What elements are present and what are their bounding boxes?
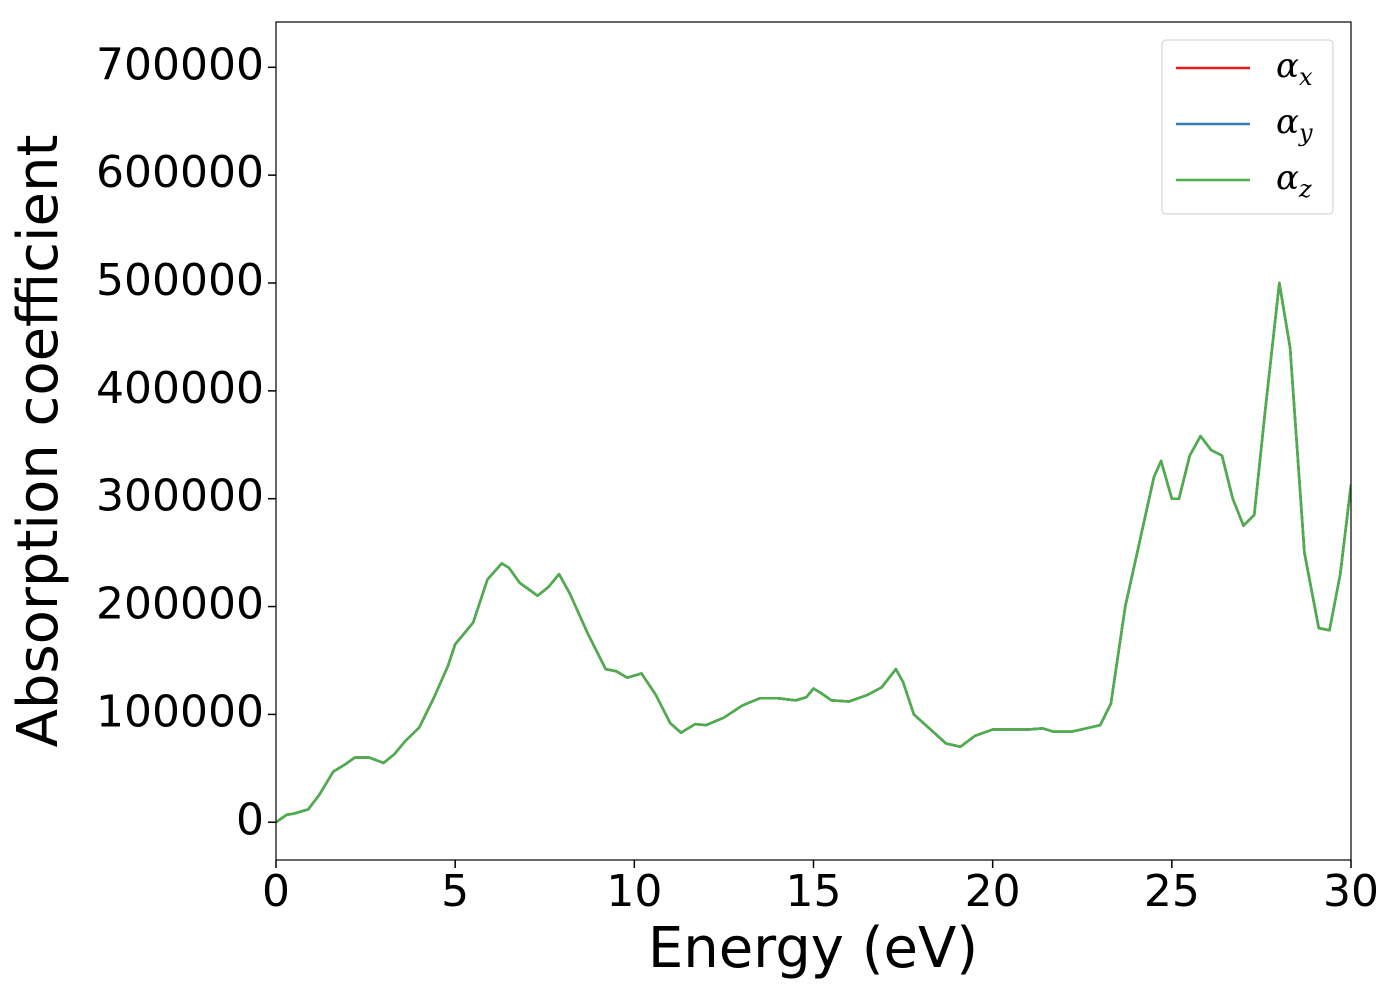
x-tick-label: 15 [786,866,842,917]
legend-label: αz [1276,158,1312,203]
series-line [276,281,1351,824]
y-tick-label: 0 [236,794,264,845]
legend-label: αy [1276,102,1313,147]
x-tick-label: 0 [262,866,290,917]
series-line [276,281,1351,824]
x-tick-label: 30 [1323,866,1379,917]
x-axis-label: Energy (eV) [648,916,978,981]
plot-frame [275,21,1352,861]
y-tick-label: 100000 [96,686,264,737]
x-tick-label: 5 [441,866,469,917]
x-tick-label: 20 [965,866,1021,917]
y-tick-label: 700000 [96,39,264,90]
legend-box [1161,39,1334,215]
x-tick-label: 25 [1144,866,1200,917]
y-tick-label: 400000 [96,363,264,414]
legend-label: αx [1276,46,1313,91]
y-tick-label: 600000 [96,147,264,198]
y-tick-label: 300000 [96,471,264,522]
x-tick-label: 10 [606,866,662,917]
y-tick-label: 500000 [96,255,264,306]
series-line [276,281,1351,824]
y-tick-label: 200000 [96,579,264,630]
y-axis-label: Absorption coefficient [6,135,71,748]
